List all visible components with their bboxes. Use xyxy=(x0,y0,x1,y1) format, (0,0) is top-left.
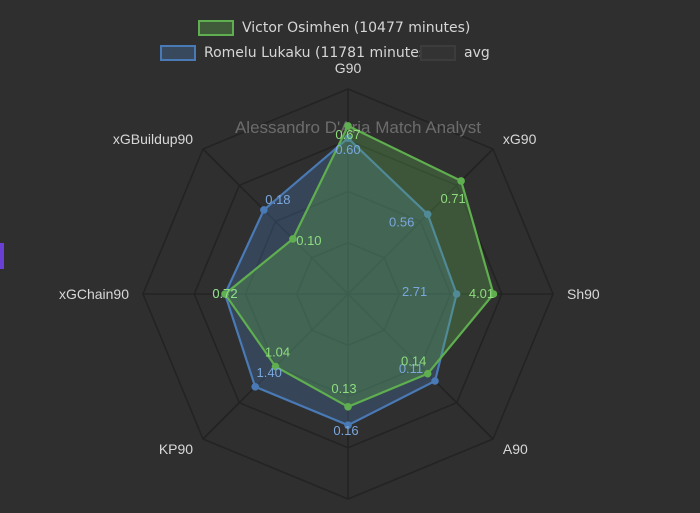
legend-item-avg: avg xyxy=(420,45,490,61)
value-label: 0.16 xyxy=(333,423,358,438)
series-point xyxy=(260,206,268,214)
axis-label: A90 xyxy=(503,441,528,457)
value-label: 0.10 xyxy=(296,233,321,248)
series-point xyxy=(452,290,461,298)
grid-spoke xyxy=(347,293,494,440)
axis-label: Sh90 xyxy=(567,286,600,302)
series-point xyxy=(457,177,465,185)
legend-swatch-lukaku xyxy=(160,45,196,61)
chart-watermark: Alessandro D'Aria Match Analyst xyxy=(235,118,481,137)
value-label: 1.04 xyxy=(265,345,290,360)
legend-swatch-osimhen xyxy=(198,20,234,36)
legend-label-avg: avg xyxy=(464,45,490,61)
series-point xyxy=(344,421,352,430)
series-lukaku xyxy=(221,134,461,430)
axis-label: G90 xyxy=(335,60,362,76)
series-point xyxy=(489,290,498,298)
value-label: 0.14 xyxy=(401,354,426,369)
series-point xyxy=(423,369,432,378)
series-point xyxy=(221,290,229,298)
series-point xyxy=(344,134,352,142)
value-label: 0.67 xyxy=(335,127,360,142)
series-osimhen xyxy=(221,122,498,411)
value-label: 0.72 xyxy=(212,286,237,301)
value-label: 0.56 xyxy=(389,214,414,229)
axis-label: xGChain90 xyxy=(59,286,129,302)
value-label: 2.71 xyxy=(402,284,427,299)
series-point xyxy=(251,383,259,391)
legend-label-lukaku: Romelu Lukaku (11781 minutes) xyxy=(204,45,432,61)
axis-label: xGBuildup90 xyxy=(113,131,193,147)
grid-spoke xyxy=(347,148,494,295)
axis-labels: G90xG90Sh90A90xA90KP90xGChain90xGBuildup… xyxy=(59,60,600,457)
value-label: 1.40 xyxy=(257,365,282,380)
series-point xyxy=(431,377,439,385)
grid-spoke xyxy=(202,148,349,295)
legend-swatch-avg xyxy=(420,45,456,61)
value-label: 0.18 xyxy=(265,192,290,207)
axis-label: xG90 xyxy=(503,131,537,147)
series-point xyxy=(423,210,432,219)
value-label: 0.71 xyxy=(440,191,465,206)
legend: Victor Osimhen (10477 minutes) Romelu Lu… xyxy=(0,0,700,70)
value-label: 4.01 xyxy=(469,286,494,301)
value-label: 0.11 xyxy=(399,361,423,376)
radar-series: 0.60 0.56 2.71 0.11 0.16 1.40 0.72 0.18 0.67 0.71… xyxy=(212,122,498,438)
series-point xyxy=(344,403,352,411)
legend-label-osimhen: Victor Osimhen (10477 minutes) xyxy=(242,20,471,36)
value-label: 0.72 xyxy=(212,286,237,301)
value-label: 0.13 xyxy=(331,381,356,396)
legend-item-lukaku: Romelu Lukaku (11781 minutes) xyxy=(160,45,432,61)
edge-marker xyxy=(0,243,4,269)
legend-item-osimhen: Victor Osimhen (10477 minutes) xyxy=(198,20,470,36)
series-point xyxy=(271,362,280,371)
value-label: 0.60 xyxy=(335,142,360,157)
series-point xyxy=(289,235,297,243)
axis-label: KP90 xyxy=(159,441,193,457)
series-point xyxy=(344,122,352,130)
